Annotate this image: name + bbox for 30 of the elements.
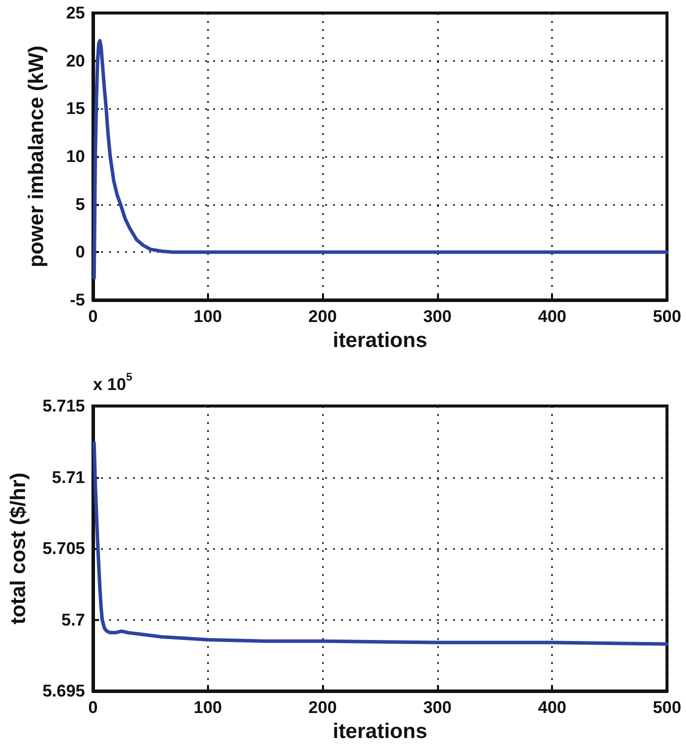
y-tick-label: 10 xyxy=(66,147,85,166)
line-series xyxy=(92,38,669,280)
y-tick-label: 20 xyxy=(66,51,85,70)
y-axis-title: power imbalance (kW) xyxy=(25,46,48,268)
x-tick-label: 100 xyxy=(194,698,222,717)
line-series xyxy=(92,441,669,646)
x-tick-label: 400 xyxy=(538,307,566,326)
y-tick-label: -5 xyxy=(70,290,85,310)
x-tick-label: 0 xyxy=(88,307,98,326)
y-tick-label: 15 xyxy=(66,99,85,118)
x-tick-label: 300 xyxy=(423,307,452,326)
x-tick-label: 400 xyxy=(538,698,566,717)
x-tick-label: 100 xyxy=(194,307,222,326)
y-tick-label: 5.71 xyxy=(52,468,85,487)
x-tick-label: 500 xyxy=(652,698,682,717)
x-tick-label: 0 xyxy=(88,698,98,717)
x-axis-title: iterations xyxy=(332,329,428,352)
x-tick-label: 500 xyxy=(652,307,682,326)
x-tick-label: 300 xyxy=(423,698,452,717)
y-axis-title: total cost ($/hr) xyxy=(7,472,30,624)
x-axis-title: iterations xyxy=(332,720,428,743)
y-tick-label: 25 xyxy=(66,4,85,22)
y-tick-label: 5.695 xyxy=(42,682,85,700)
y-tick-label: 0 xyxy=(76,242,85,262)
x-tick-label: 200 xyxy=(308,307,337,326)
x-tick-label: 200 xyxy=(308,698,337,717)
y-tick-label: 5.7 xyxy=(61,610,85,630)
y-tick-label: 5 xyxy=(76,194,85,214)
y-tick-label: 5.705 xyxy=(42,539,85,558)
y-tick-label: 5.715 xyxy=(42,396,85,416)
